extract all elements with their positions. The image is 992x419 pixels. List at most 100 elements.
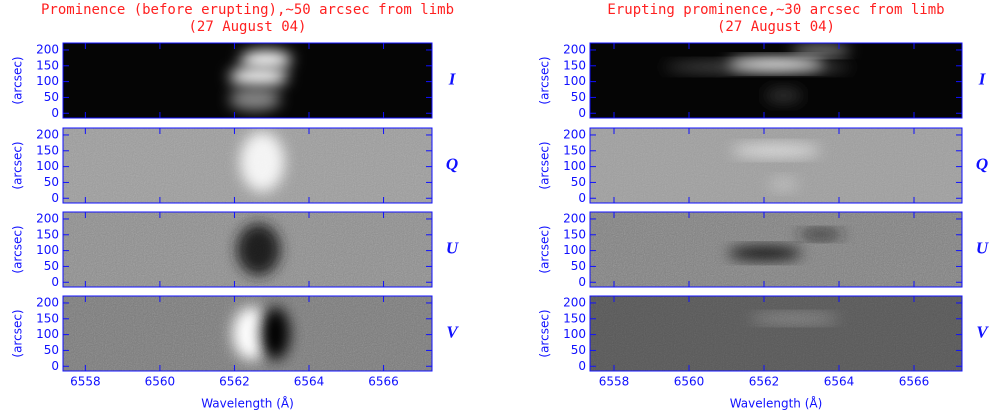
chart-subtitle: (27 August 04) <box>188 19 306 35</box>
image-noise <box>590 296 962 371</box>
image-feature <box>229 66 289 88</box>
panel-frame <box>589 127 963 204</box>
image-panel <box>590 296 962 371</box>
y-tick-label: 100 <box>563 74 586 88</box>
y-tick-label: 100 <box>36 243 59 257</box>
x-tick-label: 6566 <box>899 375 930 389</box>
stokes-label: V <box>446 322 459 341</box>
image-panel <box>590 212 962 287</box>
image <box>63 296 432 371</box>
y-tick-label: 100 <box>36 74 59 88</box>
y-axis-label: (arcsec) <box>11 141 25 189</box>
x-axis-label: Wavelength (Å) <box>201 396 294 411</box>
y-tick-label: 200 <box>563 295 586 309</box>
y-tick-label: 150 <box>563 143 586 157</box>
image <box>63 43 432 118</box>
x-tick-label: 6558 <box>70 375 101 389</box>
stokes-label: U <box>976 238 989 257</box>
x-tick-label: 6564 <box>824 375 855 389</box>
y-tick-label: 100 <box>36 159 59 173</box>
stokes-label: I <box>978 69 987 88</box>
y-tick-label: 200 <box>36 127 59 141</box>
image-feature <box>727 58 825 70</box>
image-feature <box>240 50 292 69</box>
chart-title: Prominence (before erupting),~50 arcsec … <box>41 2 454 18</box>
image-noise <box>63 128 432 203</box>
image-feature <box>790 46 851 55</box>
y-tick-label: 0 <box>51 275 59 289</box>
y-tick-label: 50 <box>44 175 59 189</box>
image-noise <box>63 212 432 287</box>
image-panel <box>63 212 432 287</box>
stokes-label: Q <box>446 154 458 173</box>
panel-frame <box>589 42 963 119</box>
image <box>63 128 432 203</box>
y-axis-label: (arcsec) <box>11 225 25 273</box>
y-tick-label: 50 <box>571 175 586 189</box>
y-axis-label: (arcsec) <box>11 56 25 104</box>
y-tick-label: 200 <box>563 127 586 141</box>
y-tick-label: 50 <box>571 259 586 273</box>
y-tick-label: 150 <box>36 227 59 241</box>
y-axis-label: (arcsec) <box>11 309 25 357</box>
y-tick-label: 100 <box>563 327 586 341</box>
x-tick-label: 6564 <box>294 375 325 389</box>
stokes-label: V <box>976 322 989 341</box>
x-tick-label: 6560 <box>674 375 705 389</box>
y-tick-label: 50 <box>44 343 59 357</box>
panel-frame <box>62 211 433 288</box>
y-axis-label: (arcsec) <box>538 141 552 189</box>
x-tick-label: 6566 <box>368 375 399 389</box>
y-tick-label: 150 <box>563 227 586 241</box>
y-tick-label: 200 <box>36 295 59 309</box>
y-tick-label: 0 <box>578 359 586 373</box>
y-axis-label: (arcsec) <box>538 309 552 357</box>
image-panel <box>63 128 432 203</box>
y-tick-label: 150 <box>563 311 586 325</box>
y-tick-label: 100 <box>36 327 59 341</box>
stokes-label: U <box>446 238 459 257</box>
image <box>590 296 962 371</box>
image-panel <box>63 296 432 371</box>
stokes-label: I <box>448 69 457 88</box>
y-axis-label: (arcsec) <box>538 225 552 273</box>
image-noise <box>590 128 962 203</box>
image <box>590 212 962 287</box>
y-tick-label: 50 <box>44 259 59 273</box>
image-noise <box>590 212 962 287</box>
y-tick-label: 100 <box>563 243 586 257</box>
image-panel <box>590 128 962 203</box>
chart-subtitle: (27 August 04) <box>717 19 835 35</box>
x-tick-label: 6562 <box>749 375 780 389</box>
x-tick-label: 6562 <box>219 375 250 389</box>
x-axis-label: Wavelength (Å) <box>730 396 823 411</box>
y-tick-label: 150 <box>36 311 59 325</box>
y-tick-label: 200 <box>36 211 59 225</box>
x-tick-label: 6560 <box>145 375 176 389</box>
chart-title: Erupting prominence,~30 arcsec from limb <box>607 2 944 18</box>
image-panel <box>63 43 432 118</box>
image-feature <box>764 88 803 103</box>
panel-frame <box>62 42 433 119</box>
panel-frame <box>62 295 433 372</box>
image-noise <box>63 296 432 371</box>
y-tick-label: 0 <box>578 106 586 120</box>
y-tick-label: 50 <box>571 90 586 104</box>
panel-frame <box>589 295 963 372</box>
y-tick-label: 200 <box>36 42 59 56</box>
stokes-label: Q <box>976 154 988 173</box>
y-tick-label: 200 <box>563 211 586 225</box>
image <box>590 43 962 118</box>
y-tick-label: 150 <box>36 58 59 72</box>
y-tick-label: 50 <box>571 343 586 357</box>
y-tick-label: 100 <box>563 159 586 173</box>
y-tick-label: 150 <box>36 143 59 157</box>
x-tick-label: 6558 <box>599 375 630 389</box>
image-panel <box>590 43 962 118</box>
image <box>590 128 962 203</box>
y-tick-label: 0 <box>578 275 586 289</box>
y-tick-label: 0 <box>51 359 59 373</box>
y-tick-label: 0 <box>51 191 59 205</box>
panel-frame <box>589 211 963 288</box>
